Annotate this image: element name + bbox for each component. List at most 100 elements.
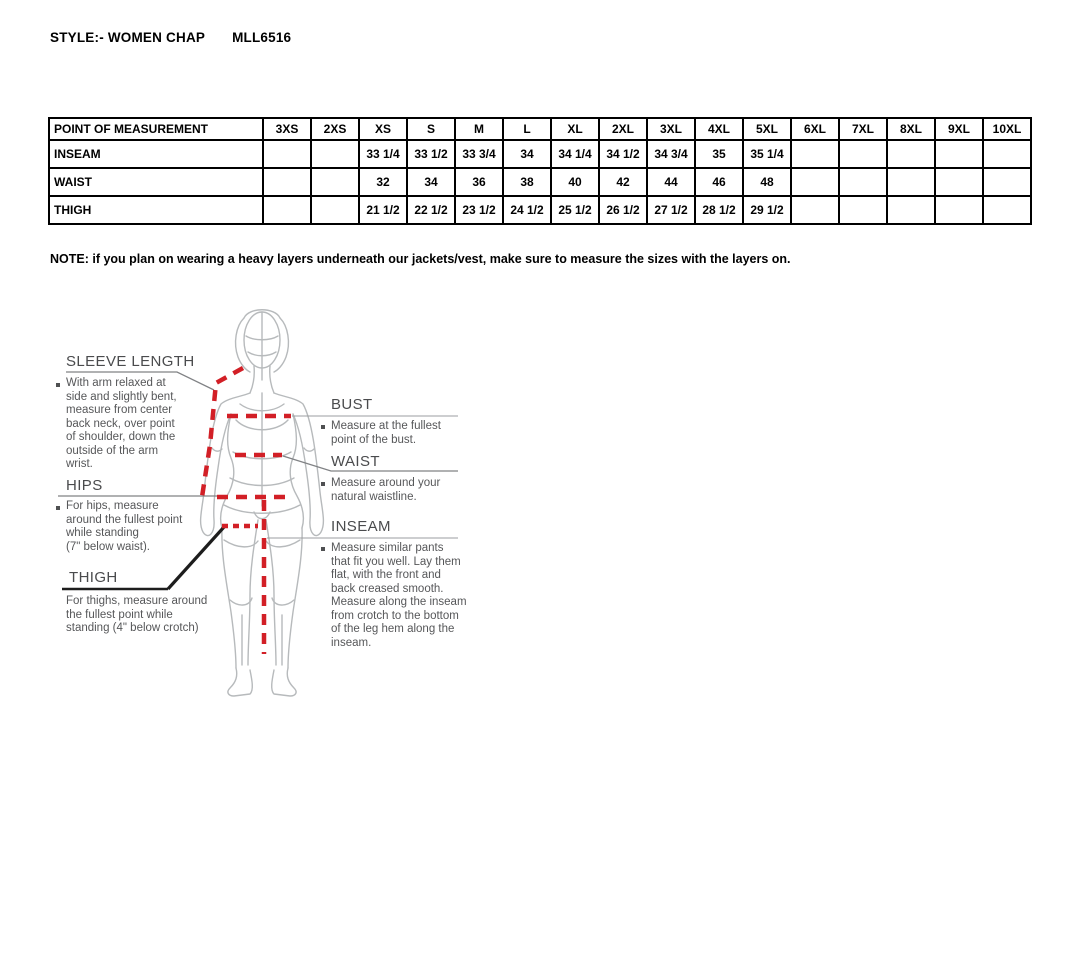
size-value-cell: 42 <box>598 167 648 197</box>
size-value-cell <box>838 167 888 197</box>
size-value-cell: 34 <box>502 139 552 169</box>
size-value-cell: 33 1/2 <box>406 139 456 169</box>
size-value-cell <box>262 167 312 197</box>
size-column-header: 3XS <box>262 117 312 141</box>
size-value-cell: 33 1/4 <box>358 139 408 169</box>
style-label: STYLE:- WOMEN CHAP <box>50 30 206 45</box>
mannequin-figure <box>199 309 325 697</box>
row-label: THIGH <box>48 195 264 225</box>
size-value-cell: 27 1/2 <box>646 195 696 225</box>
bust-heading: BUST <box>331 396 373 413</box>
note-text: NOTE: if you plan on wearing a heavy lay… <box>50 252 791 266</box>
size-value-cell: 36 <box>454 167 504 197</box>
sleeve-leader-line <box>66 371 215 391</box>
bullet-marker <box>56 506 60 510</box>
page-title: STYLE:- WOMEN CHAP MLL6516 <box>50 30 291 45</box>
size-value-cell <box>982 167 1032 197</box>
size-value-cell <box>262 139 312 169</box>
size-column-header: 5XL <box>742 117 792 141</box>
size-column-header: M <box>454 117 504 141</box>
sleeve-length-heading: SLEEVE LENGTH <box>66 353 195 370</box>
size-value-cell <box>790 195 840 225</box>
thigh-text: For thighs, measure around the fullest p… <box>66 595 208 634</box>
size-value-cell <box>310 195 360 225</box>
hips-heading: HIPS <box>66 477 103 494</box>
size-value-cell: 22 1/2 <box>406 195 456 225</box>
bullet-marker <box>56 383 60 387</box>
size-value-cell: 26 1/2 <box>598 195 648 225</box>
size-column-header: 2XS <box>310 117 360 141</box>
size-value-cell <box>934 167 984 197</box>
bullet-marker <box>321 547 325 551</box>
table-row: INSEAM 33 1/4 33 1/2 33 3/4 34 34 1/4 34 1/2 34… <box>48 139 1032 169</box>
size-value-cell: 34 3/4 <box>646 139 696 169</box>
size-value-cell <box>982 195 1032 225</box>
size-value-cell: 25 1/2 <box>550 195 600 225</box>
size-value-cell <box>790 167 840 197</box>
size-column-header: S <box>406 117 456 141</box>
waist-text: Measure around your natural waistline. <box>331 477 441 503</box>
size-column-header: 10XL <box>982 117 1032 141</box>
thigh-leader-line <box>166 525 226 591</box>
bust-text: Measure at the fullest point of the bust… <box>331 420 441 446</box>
size-value-cell <box>790 139 840 169</box>
size-value-cell: 34 <box>406 167 456 197</box>
size-table-header-row: POINT OF MEASUREMENT 3XS 2XS XS S M L XL 2XL 3XL… <box>48 117 1032 141</box>
size-value-cell <box>838 195 888 225</box>
size-column-header: 4XL <box>694 117 744 141</box>
bullet-marker <box>321 482 325 486</box>
size-value-cell: 44 <box>646 167 696 197</box>
size-value-cell: 38 <box>502 167 552 197</box>
inseam-heading: INSEAM <box>331 518 391 535</box>
size-value-cell: 29 1/2 <box>742 195 792 225</box>
size-column-header: 7XL <box>838 117 888 141</box>
size-column-header: 6XL <box>790 117 840 141</box>
size-value-cell <box>886 167 936 197</box>
size-value-cell <box>310 139 360 169</box>
size-value-cell <box>310 167 360 197</box>
size-column-header: L <box>502 117 552 141</box>
size-value-cell <box>934 139 984 169</box>
point-of-measurement-header: POINT OF MEASUREMENT <box>48 117 264 141</box>
size-value-cell <box>262 195 312 225</box>
size-column-header: XS <box>358 117 408 141</box>
size-value-cell: 28 1/2 <box>694 195 744 225</box>
size-value-cell: 35 <box>694 139 744 169</box>
thigh-heading: THIGH <box>69 569 118 586</box>
size-value-cell: 34 1/2 <box>598 139 648 169</box>
size-value-cell <box>886 195 936 225</box>
size-value-cell <box>838 139 888 169</box>
size-value-cell: 34 1/4 <box>550 139 600 169</box>
table-row: THIGH 21 1/2 22 1/2 23 1/2 24 1/2 25 1/2 26 1/… <box>48 195 1032 225</box>
size-table-body: INSEAM 33 1/4 33 1/2 33 3/4 34 34 1/4 34 1/2 34… <box>48 139 1032 225</box>
table-row: WAIST 32 34 36 38 40 42 44 46 48 <box>48 167 1032 197</box>
size-value-cell <box>982 139 1032 169</box>
bullet-marker <box>321 425 325 429</box>
style-code: MLL6516 <box>232 30 292 45</box>
size-value-cell: 32 <box>358 167 408 197</box>
size-column-header: 8XL <box>886 117 936 141</box>
size-value-cell <box>886 139 936 169</box>
size-value-cell: 48 <box>742 167 792 197</box>
size-value-cell: 24 1/2 <box>502 195 552 225</box>
size-value-cell: 46 <box>694 167 744 197</box>
size-column-header: 2XL <box>598 117 648 141</box>
size-value-cell: 40 <box>550 167 600 197</box>
inseam-text: Measure similar pants that fit you well.… <box>331 542 467 649</box>
size-value-cell: 21 1/2 <box>358 195 408 225</box>
hips-text: For hips, measure around the fullest poi… <box>66 500 183 553</box>
waist-heading: WAIST <box>331 453 380 470</box>
row-label: WAIST <box>48 167 264 197</box>
size-column-header: 3XL <box>646 117 696 141</box>
row-label: INSEAM <box>48 139 264 169</box>
size-column-header: XL <box>550 117 600 141</box>
size-column-header: 9XL <box>934 117 984 141</box>
size-value-cell <box>934 195 984 225</box>
size-value-cell: 23 1/2 <box>454 195 504 225</box>
size-value-cell: 33 3/4 <box>454 139 504 169</box>
waist-leader-line <box>282 455 458 472</box>
sleeve-measure-line <box>199 366 245 498</box>
size-table: POINT OF MEASUREMENT 3XS 2XS XS S M L XL 2XL 3XL… <box>48 117 1032 225</box>
